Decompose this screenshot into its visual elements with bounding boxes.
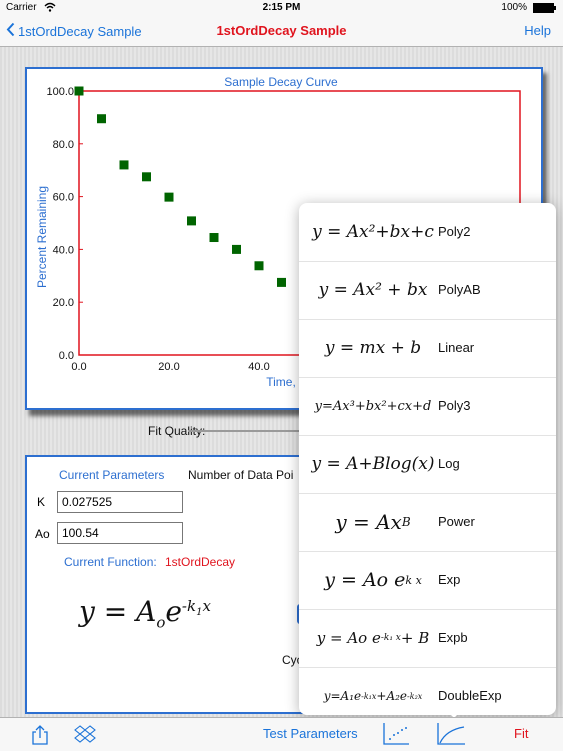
function-option-label: PolyAB — [438, 282, 481, 297]
clock: 2:15 PM — [262, 2, 301, 13]
bottom-toolbar: Test Parameters Fit — [0, 717, 563, 751]
back-button[interactable]: 1stOrdDecay Sample — [6, 22, 142, 40]
carrier-label: Carrier — [6, 2, 37, 13]
function-option-label: Poly3 — [438, 398, 471, 413]
y-axis-label: Percent Remaining — [35, 186, 49, 288]
scatter-plot-icon[interactable] — [382, 722, 410, 749]
wifi-icon — [44, 2, 56, 15]
doubleexp-equation: y=A₁e -k₁x +A₂e -k₂x — [323, 689, 423, 703]
data-point — [164, 192, 174, 202]
function-option-poly2[interactable]: y = Ax²+bx+c Poly2 — [299, 203, 556, 262]
function-option-power[interactable]: y = Ax B Power — [299, 493, 556, 552]
ao-label: Ao — [35, 527, 50, 541]
share-icon[interactable] — [30, 724, 50, 749]
back-button-label: 1stOrdDecay Sample — [18, 23, 142, 39]
function-option-label: Linear — [438, 340, 475, 355]
status-bar: Carrier 2:15 PM 100% — [0, 0, 563, 16]
popover-arrow — [442, 706, 466, 718]
k-field[interactable] — [57, 491, 183, 513]
current-parameters-label: Current Parameters — [59, 468, 165, 482]
x-axis-label: Time, — [266, 375, 296, 389]
cycles-label: Cyc — [282, 653, 303, 667]
log-equation: y = A+Blog(x) — [311, 454, 435, 474]
y-tick-label: 40.0 — [53, 244, 74, 256]
data-point — [277, 277, 286, 287]
data-point — [232, 244, 241, 254]
x-tick-label: 40.0 — [248, 361, 269, 373]
data-point — [209, 233, 219, 243]
y-tick-label: 0.0 — [59, 350, 74, 362]
dropbox-icon[interactable] — [74, 724, 96, 749]
expb-equation: y = Ao e -k₁ x + B — [316, 629, 430, 647]
battery-icon — [533, 3, 557, 13]
function-option-label: Exp — [438, 572, 461, 587]
battery-percent: 100% — [501, 2, 527, 13]
y-ticks: 0.0 20.0 40.0 60.0 80.0 100.0 — [46, 86, 83, 362]
y-tick-label: 80.0 — [53, 139, 74, 151]
current-function-equation: y = Aoe-k1x — [79, 595, 211, 632]
function-option-label: Power — [438, 514, 475, 529]
x-tick-label: 0.0 — [71, 361, 86, 373]
function-option-label: Expb — [438, 630, 468, 645]
poly2-equation: y = Ax²+bx+c — [312, 222, 434, 242]
data-point — [187, 216, 196, 226]
test-parameters-button[interactable]: Test Parameters — [263, 726, 358, 741]
function-option-doubleexp[interactable]: y=A₁e -k₁x +A₂e -k₂x DoubleExp — [299, 667, 556, 715]
data-point — [74, 86, 84, 96]
power-equation: y = Ax B — [335, 510, 411, 534]
current-function-label: Current Function: — [64, 555, 157, 569]
polyab-equation: y = Ax² + bx — [318, 280, 428, 300]
ao-field[interactable] — [57, 522, 183, 544]
x-tick-label: 20.0 — [158, 361, 179, 373]
fit-quality-label: Fit Quality: — [148, 424, 206, 438]
current-function-name: 1stOrdDecay — [165, 555, 236, 569]
function-option-label: Poly2 — [438, 224, 471, 239]
function-option-poly3[interactable]: y=Ax³+bx²+cx+d Poly3 — [299, 377, 556, 436]
data-point — [119, 160, 129, 170]
function-option-log[interactable]: y = A+Blog(x) Log — [299, 435, 556, 494]
curve-fit-icon[interactable] — [436, 722, 466, 749]
y-tick-label: 100.0 — [46, 86, 74, 98]
y-tick-label: 20.0 — [53, 297, 74, 309]
data-point — [142, 172, 151, 182]
function-picker-popover: y = Ax²+bx+c Poly2 y = Ax² + bx PolyAB y… — [299, 203, 556, 715]
function-option-linear[interactable]: y = mx + b Linear — [299, 319, 556, 378]
decay-chart: Sample Decay Curve Percent Remaining Tim… — [35, 75, 521, 389]
function-option-expb[interactable]: y = Ao e -k₁ x + B Expb — [299, 609, 556, 668]
data-points — [74, 86, 309, 297]
poly3-equation: y=Ax³+bx²+cx+d — [314, 398, 432, 414]
data-point — [97, 114, 106, 124]
k-label: K — [37, 495, 46, 509]
x-ticks: 0.0 20.0 40.0 — [71, 361, 269, 373]
fit-button[interactable]: Fit — [514, 726, 529, 741]
y-tick-label: 60.0 — [53, 192, 74, 204]
function-option-polyab[interactable]: y = Ax² + bx PolyAB — [299, 261, 556, 320]
navigation-bar: 1stOrdDecay Sample 1stOrdDecay Sample He… — [0, 16, 563, 47]
fit-quality-bar — [188, 430, 318, 432]
chart-title: Sample Decay Curve — [224, 75, 338, 89]
function-option-label: Log — [438, 456, 460, 471]
chevron-left-icon — [6, 22, 15, 40]
data-point — [254, 261, 264, 271]
linear-equation: y = mx + b — [324, 338, 422, 358]
help-button[interactable]: Help — [524, 23, 551, 38]
num-data-points-label: Number of Data Poi — [188, 468, 294, 482]
function-option-label: DoubleExp — [438, 688, 502, 703]
